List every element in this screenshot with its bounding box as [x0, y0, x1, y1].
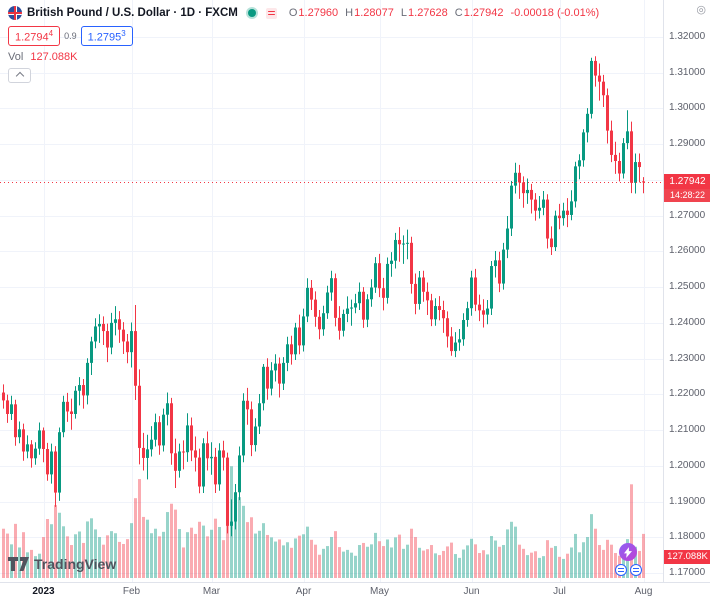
- spread-value: 0.9: [64, 30, 77, 41]
- volume-label: Vol: [8, 50, 24, 63]
- time-axis-label: Feb: [122, 586, 141, 597]
- high-value: H1.28077: [345, 7, 394, 19]
- price-axis-label: 1.32000: [669, 31, 706, 42]
- time-axis[interactable]: 2023 Feb Mar Apr May Jun Jul Aug: [0, 582, 710, 600]
- volume-value: 127.088K: [30, 50, 78, 63]
- close-value: C1.27942: [454, 7, 504, 19]
- price-chart-canvas[interactable]: [0, 0, 663, 582]
- price-axis-label: 1.26000: [669, 245, 706, 257]
- volume-indicator-row[interactable]: Vol 127.088K: [8, 51, 599, 63]
- tradingview-logo-mark: [8, 557, 29, 571]
- chart-widget-buttons: [615, 564, 642, 576]
- volume-axis-badge: 127.088K: [664, 550, 710, 564]
- price-axis-label: 1.20000: [669, 459, 706, 471]
- source-toggle-icon[interactable]: [265, 7, 277, 19]
- price-axis-label: 1.22000: [669, 388, 706, 400]
- price-axis-label: 1.23000: [669, 352, 706, 364]
- price-axis-label: 1.19000: [669, 495, 706, 507]
- quick-trade-button[interactable]: [619, 543, 637, 561]
- price-axis-label: 1.25000: [669, 281, 706, 293]
- price-axis-label: 1.31000: [669, 66, 706, 78]
- legend-title-row: British Pound / U.S. Dollar · 1D · FXCM …: [8, 5, 599, 21]
- change-value: -0.00018 (-0.01%): [510, 7, 600, 19]
- time-axis-label: Apr: [295, 586, 312, 597]
- time-axis-label: Aug: [634, 586, 653, 597]
- buy-button[interactable]: 1.27953: [80, 26, 133, 46]
- time-axis-label: Jun: [463, 586, 480, 597]
- lightning-icon: [624, 546, 632, 558]
- widget-icon-1[interactable]: [615, 564, 627, 576]
- last-price-badge: 1.27942: [664, 174, 710, 189]
- time-axis-label: Mar: [202, 586, 221, 597]
- price-axis-label: 1.24000: [669, 316, 706, 328]
- tradingview-logo-text: TradingView: [34, 556, 117, 572]
- target-icon[interactable]: ◎: [696, 4, 706, 16]
- bar-countdown-badge: 14:28:22: [664, 189, 710, 202]
- collapse-legend-button[interactable]: [8, 67, 31, 83]
- widget-icon-2[interactable]: [630, 564, 642, 576]
- low-value: L1.27628: [400, 7, 448, 19]
- time-axis-label: Jul: [553, 586, 566, 597]
- tradingview-logo[interactable]: TradingView: [8, 556, 116, 572]
- price-axis-label: 1.30000: [669, 102, 706, 114]
- price-axis-label: 1.18000: [669, 531, 706, 543]
- chart-legend: British Pound / U.S. Dollar · 1D · FXCM …: [8, 5, 599, 83]
- price-axis-label: 1.17000: [669, 566, 706, 578]
- price-axis[interactable]: ◎ 1.27942 14:28:22 127.088K 1.32000 1.310…: [663, 0, 710, 582]
- symbol-title[interactable]: British Pound / U.S. Dollar · 1D · FXCM: [27, 7, 238, 19]
- price-axis-label: 1.27000: [669, 209, 706, 221]
- ohlc-values: O1.27960 H1.28077 L1.27628 C1.27942 -0.0…: [289, 7, 599, 19]
- open-value: O1.27960: [288, 7, 339, 19]
- quote-row: 1.27944 0.9 1.27953: [8, 26, 599, 46]
- time-axis-label: 2023: [32, 586, 55, 597]
- gbp-flag-icon: [8, 6, 22, 20]
- price-axis-label: 1.21000: [669, 424, 706, 436]
- price-axis-label: 1.29000: [669, 138, 706, 150]
- sell-button[interactable]: 1.27944: [8, 26, 61, 46]
- chevron-up-icon: [15, 71, 24, 81]
- time-axis-label: May: [370, 586, 389, 597]
- status-dot-icon[interactable]: [247, 9, 256, 17]
